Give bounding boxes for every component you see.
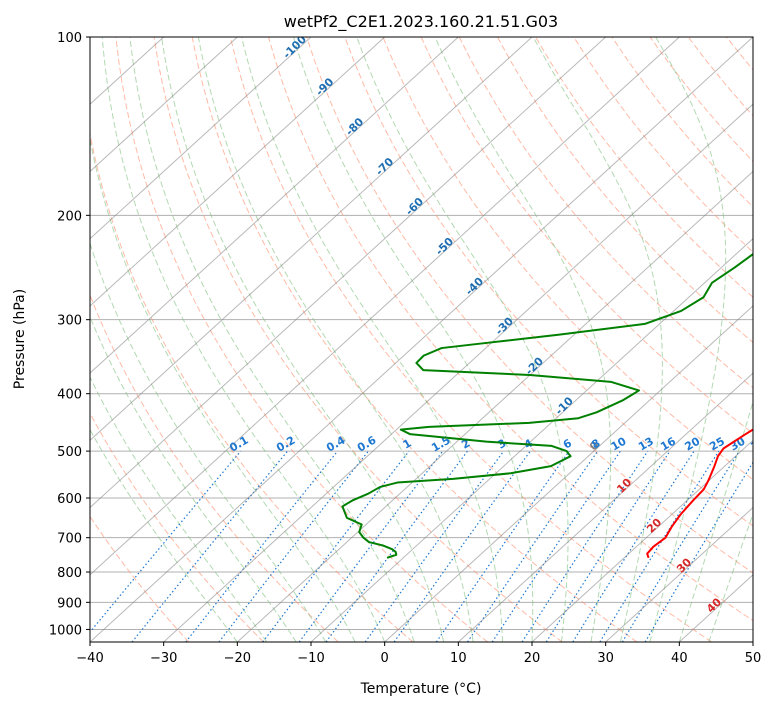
moist-adiabat-line bbox=[90, 315, 297, 642]
moist-adiabat-line bbox=[649, 37, 727, 642]
moist-adiabat-line bbox=[90, 137, 356, 642]
y-tick-label: 500 bbox=[57, 445, 82, 460]
mixing-ratio-line bbox=[364, 450, 505, 642]
isotherm-line bbox=[90, 37, 312, 240]
x-tick-label: −40 bbox=[76, 651, 103, 666]
moist-adiabats bbox=[90, 37, 753, 642]
moist-adiabat-line bbox=[434, 37, 612, 642]
x-axis: −40 −30 −20 −10 0 10 20 30 40 50 bbox=[76, 642, 761, 666]
moist-adiabat-line bbox=[161, 37, 445, 642]
x-tick-label: 20 bbox=[524, 651, 541, 666]
mixing-ratio-line bbox=[521, 450, 649, 642]
y-tick-label: 100 bbox=[57, 31, 82, 46]
isotherm-line bbox=[163, 103, 753, 642]
isotherm-line bbox=[90, 37, 607, 509]
mixing-ratio-lines bbox=[90, 450, 753, 642]
moist-adiabat-line bbox=[532, 37, 663, 642]
moist-adiabat-line bbox=[101, 37, 386, 642]
dry-adiabat-line bbox=[458, 37, 753, 389]
moist-adiabat-line bbox=[356, 37, 569, 642]
dry-adiabat-line bbox=[153, 37, 563, 642]
isotherm-line bbox=[90, 37, 533, 442]
moist-adiabat-line bbox=[241, 37, 504, 642]
mixing-ratio-line bbox=[90, 450, 242, 634]
dry-adiabat-line bbox=[90, 293, 339, 642]
x-tick-label: 30 bbox=[597, 651, 614, 666]
mixing-ratio-line bbox=[262, 450, 410, 642]
isotherm-line bbox=[90, 37, 386, 307]
sounding-series bbox=[341, 252, 753, 559]
y-tick-label: 800 bbox=[57, 566, 82, 581]
y-axis-title: Pressure (hPa) bbox=[12, 289, 28, 389]
x-tick-label: 10 bbox=[450, 651, 467, 666]
x-tick-label: −20 bbox=[224, 651, 251, 666]
y-tick-label: 900 bbox=[57, 596, 82, 611]
mixing-ratio-line bbox=[467, 450, 599, 642]
y-tick-label: 600 bbox=[57, 492, 82, 507]
chart-title: wetPf2_C2E1.2023.160.21.51.G03 bbox=[284, 12, 558, 32]
isotherm-line bbox=[90, 37, 753, 642]
isotherm-line bbox=[90, 37, 680, 576]
y-tick-label: 1000 bbox=[49, 623, 82, 638]
x-tick-label: −30 bbox=[150, 651, 177, 666]
moist-adiabat-line bbox=[678, 399, 753, 642]
mixing-ratio-line bbox=[325, 450, 469, 642]
x-tick-label: −10 bbox=[297, 651, 324, 666]
dry-adiabat-line bbox=[191, 37, 638, 642]
mixing-ratio-line bbox=[298, 450, 444, 642]
moist-adiabat-line bbox=[90, 241, 327, 642]
dry-adiabat-line bbox=[382, 37, 753, 481]
moist-adiabat-line bbox=[90, 428, 238, 642]
y-axis: 100 200 300 400 500 600 700 800 900 1000 bbox=[49, 31, 90, 638]
dry-adiabat-line bbox=[306, 37, 753, 574]
moist-adiabat-line bbox=[90, 376, 268, 642]
moist-adiabat-line bbox=[129, 37, 415, 642]
x-axis-title: Temperature (°C) bbox=[360, 681, 482, 697]
mixing-ratio-line bbox=[545, 450, 671, 642]
isotherm-line bbox=[605, 506, 753, 642]
isotherm-line bbox=[90, 37, 238, 173]
dry-adiabat-line bbox=[90, 515, 190, 642]
dry-adiabat-line bbox=[90, 412, 264, 642]
isotherm-line bbox=[384, 305, 753, 642]
isotherm-line bbox=[236, 170, 753, 642]
y-tick-label: 200 bbox=[57, 209, 82, 224]
moist-adiabat-line bbox=[197, 37, 474, 642]
y-tick-label: 400 bbox=[57, 388, 82, 403]
dewpoint-profile bbox=[341, 252, 753, 559]
isotherm-line bbox=[531, 439, 753, 642]
isotherm-line bbox=[310, 237, 753, 642]
plot-frame bbox=[89, 36, 754, 643]
mixing-ratio-line bbox=[572, 450, 695, 642]
y-tick-label: 700 bbox=[57, 532, 82, 547]
isotherm-line bbox=[90, 37, 459, 374]
x-tick-label: 0 bbox=[381, 651, 389, 666]
mixing-ratio-line bbox=[621, 450, 740, 642]
mixing-ratio-line bbox=[435, 450, 570, 642]
temperature-profile bbox=[646, 428, 753, 559]
dry-adiabat-line bbox=[535, 37, 753, 298]
mixing-ratio-line bbox=[131, 450, 289, 642]
mixing-ratio-line bbox=[491, 450, 621, 642]
mixing-ratio-label: 36 bbox=[748, 434, 768, 453]
isotherms bbox=[90, 37, 753, 642]
dry-adiabat-line bbox=[497, 37, 753, 344]
x-tick-label: 50 bbox=[745, 651, 762, 666]
isotherm-line bbox=[457, 372, 753, 642]
dry-adiabat-line bbox=[268, 37, 753, 622]
moist-adiabat-line bbox=[293, 37, 534, 642]
x-tick-label: 40 bbox=[671, 651, 688, 666]
dry-adiabat-line bbox=[115, 37, 488, 642]
mixing-ratio-line bbox=[185, 450, 339, 642]
y-tick-label: 300 bbox=[57, 314, 82, 329]
